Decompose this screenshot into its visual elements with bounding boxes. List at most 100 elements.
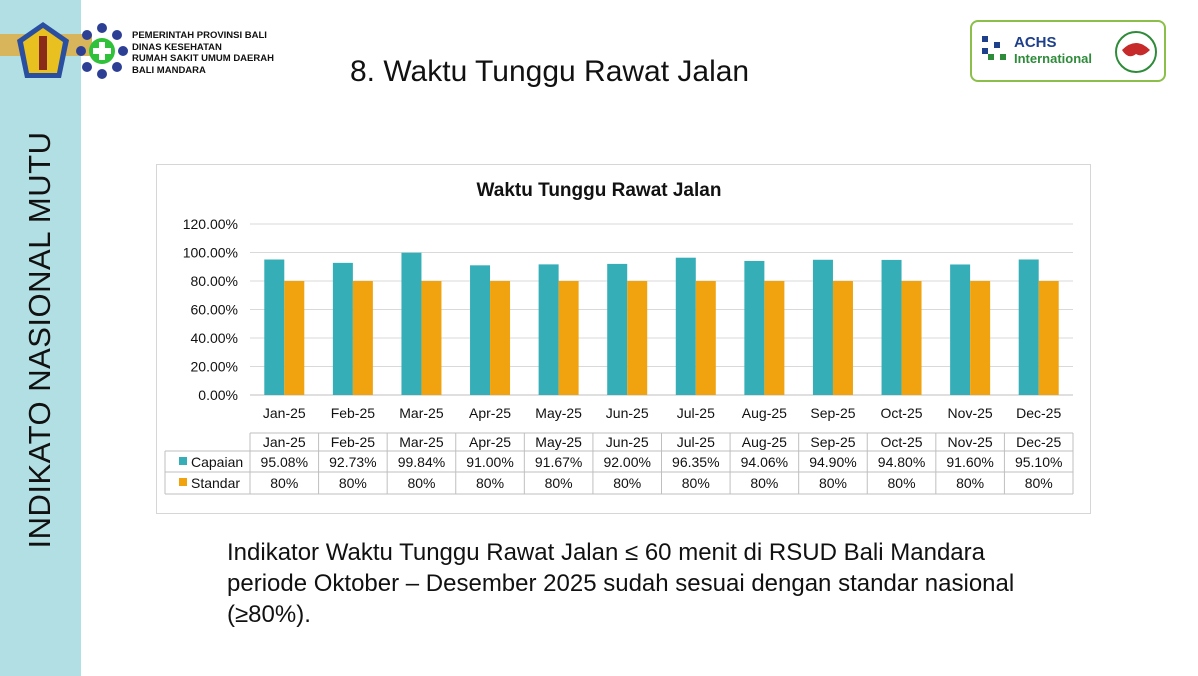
y-tick-label: 60.00%: [191, 302, 238, 318]
x-tick-label: Jun-25: [606, 405, 649, 421]
bar-capaian: [812, 259, 833, 395]
table-cell: 95.08%: [261, 454, 308, 470]
legend-swatch-capaian: [179, 457, 187, 465]
x-tick-label: Jan-25: [263, 405, 306, 421]
x-tick-label: Apr-25: [469, 405, 511, 421]
bali-province-emblem-icon: [17, 22, 69, 78]
table-cell: 91.67%: [535, 454, 582, 470]
table-header-cell: Jan-25: [263, 434, 306, 450]
bar-standar: [284, 281, 305, 395]
table-header-cell: Jun-25: [606, 434, 649, 450]
bar-standar: [970, 281, 991, 395]
bar-standar: [352, 281, 373, 395]
table-header-cell: Feb-25: [331, 434, 376, 450]
table-cell: 80%: [339, 475, 367, 491]
chart-title: Waktu Tunggu Rawat Jalan: [476, 180, 722, 201]
table-cell: 94.80%: [878, 454, 925, 470]
table-cell: 99.84%: [398, 454, 445, 470]
bar-capaian: [744, 260, 765, 395]
y-tick-label: 40.00%: [191, 330, 238, 346]
table-header-cell: Sep-25: [810, 434, 855, 450]
bar-capaian: [1018, 259, 1039, 395]
table-header-cell: Apr-25: [469, 434, 511, 450]
bar-capaian: [264, 259, 285, 395]
table-cell: 80%: [613, 475, 641, 491]
legend-label: Standar: [191, 475, 240, 491]
x-tick-label: Dec-25: [1016, 405, 1061, 421]
x-tick-label: Aug-25: [742, 405, 787, 421]
table-header-cell: Dec-25: [1016, 434, 1061, 450]
x-tick-label: Oct-25: [881, 405, 923, 421]
bar-standar: [558, 281, 579, 395]
table-cell: 91.60%: [946, 454, 993, 470]
table-cell: 80%: [682, 475, 710, 491]
bar-standar: [764, 281, 785, 395]
bar-capaian: [607, 263, 628, 395]
y-tick-label: 80.00%: [191, 273, 238, 289]
table-cell: 95.10%: [1015, 454, 1062, 470]
bar-capaian: [401, 252, 422, 395]
y-tick-label: 100.00%: [183, 245, 238, 261]
bar-standar: [421, 281, 442, 395]
chart-frame: [156, 164, 1091, 514]
table-cell: 80%: [270, 475, 298, 491]
table-cell: 91.00%: [466, 454, 513, 470]
org-line: DINAS KESEHATAN: [132, 41, 222, 53]
org-line: PEMERINTAH PROVINSI BALI: [132, 30, 267, 41]
table-cell: 80%: [407, 475, 435, 491]
x-tick-label: Nov-25: [948, 405, 993, 421]
table-cell: 80%: [956, 475, 984, 491]
organization-name: PEMERINTAH PROVINSI BALI DINAS KESEHATAN…: [132, 30, 274, 76]
bar-capaian: [332, 262, 353, 395]
org-line: BALI MANDARA: [132, 64, 206, 76]
table-cell: 94.06%: [741, 454, 788, 470]
x-tick-label: May-25: [535, 405, 582, 421]
table-header-cell: Oct-25: [881, 434, 923, 450]
bar-capaian: [675, 257, 696, 395]
bar-capaian: [470, 265, 491, 395]
legend-swatch-standar: [179, 478, 187, 486]
table-cell: 80%: [476, 475, 504, 491]
bar-standar: [832, 281, 853, 395]
bar-capaian: [881, 259, 902, 395]
bar-standar: [901, 281, 922, 395]
x-tick-label: Jul-25: [677, 405, 715, 421]
x-tick-label: Feb-25: [331, 405, 376, 421]
table-cell: 80%: [1025, 475, 1053, 491]
table-header-cell: Nov-25: [948, 434, 993, 450]
y-tick-label: 20.00%: [191, 359, 238, 375]
bar-standar: [1038, 281, 1059, 395]
achs-icon: [982, 36, 1006, 60]
table-cell: 94.90%: [809, 454, 856, 470]
x-tick-label: Mar-25: [399, 405, 444, 421]
bar-capaian: [950, 264, 971, 395]
y-tick-label: 120.00%: [183, 216, 238, 232]
table-header-cell: Jul-25: [677, 434, 715, 450]
table-cell: 92.00%: [603, 454, 650, 470]
kars-logo-icon: [1115, 31, 1157, 73]
bar-standar: [490, 281, 511, 395]
table-cell: 92.73%: [329, 454, 376, 470]
sidebar: [0, 0, 81, 676]
table-header-cell: May-25: [535, 434, 582, 450]
table-cell: 96.35%: [672, 454, 719, 470]
rsud-logo-icon: [76, 23, 128, 79]
table-header-cell: Mar-25: [399, 434, 444, 450]
org-line: RUMAH SAKIT UMUM DAERAH: [132, 53, 274, 64]
bar-standar: [695, 281, 716, 395]
achs-accreditation-logo: ACHS International: [970, 20, 1166, 82]
table-cell: 80%: [819, 475, 847, 491]
legend-label: Capaian: [191, 454, 243, 470]
page-title: 8. Waktu Tunggu Rawat Jalan: [350, 55, 750, 88]
table-header-cell: Aug-25: [742, 434, 787, 450]
bar-standar: [627, 281, 648, 395]
achs-sublabel: International: [1014, 51, 1093, 66]
table-cell: 80%: [750, 475, 778, 491]
table-cell: 80%: [545, 475, 573, 491]
table-cell: 80%: [888, 475, 916, 491]
achs-label: ACHS: [1014, 34, 1057, 51]
x-tick-label: Sep-25: [810, 405, 855, 421]
conclusion-text: Indikator Waktu Tunggu Rawat Jalan ≤ 60 …: [227, 539, 1015, 628]
bar-capaian: [538, 264, 559, 395]
